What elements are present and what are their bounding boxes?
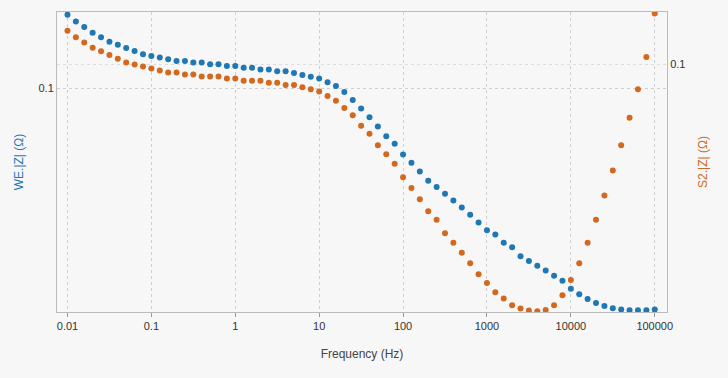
svg-text:10: 10	[313, 320, 325, 332]
svg-text:1000: 1000	[475, 320, 499, 332]
svg-text:0.1: 0.1	[144, 320, 159, 332]
svg-text:0.1: 0.1	[670, 58, 685, 70]
svg-text:WE.|Z| (Ω): WE.|Z| (Ω)	[12, 134, 26, 191]
svg-text:1: 1	[232, 320, 238, 332]
svg-text:10000: 10000	[556, 320, 587, 332]
svg-text:100: 100	[394, 320, 412, 332]
svg-text:0.1: 0.1	[39, 82, 54, 94]
svg-text:0.01: 0.01	[57, 320, 78, 332]
svg-text:100000: 100000	[636, 320, 673, 332]
svg-text:S2.|Z| (Ω): S2.|Z| (Ω)	[696, 136, 710, 188]
svg-text:Frequency (Hz): Frequency (Hz)	[321, 347, 404, 361]
